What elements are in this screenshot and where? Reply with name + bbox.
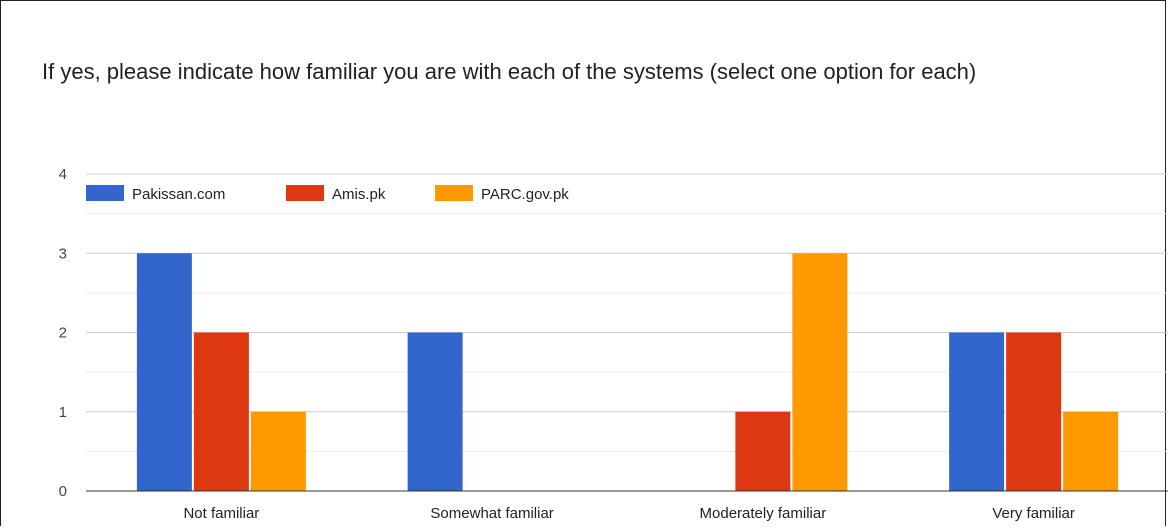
bar: [407, 332, 463, 491]
bar: [136, 253, 192, 491]
x-axis-categories: Not familiar Somewhat familiar Moderately …: [183, 505, 1074, 522]
bar: [250, 411, 306, 491]
y-axis-ticks: 0 1 2 3 4: [59, 166, 67, 500]
legend-swatch: [86, 185, 124, 201]
bars: [136, 253, 1119, 491]
bar: [193, 332, 249, 491]
legend-label: Pakissan.com: [132, 186, 225, 203]
legend-label: Amis.pk: [332, 186, 386, 203]
legend: Pakissan.com Amis.pk PARC.gov.pk: [86, 185, 569, 203]
bar: [1006, 332, 1062, 491]
legend-item: Pakissan.com: [86, 185, 225, 203]
y-tick-label: 3: [59, 245, 67, 262]
y-tick-label: 0: [59, 483, 67, 500]
legend-item: Amis.pk: [286, 185, 386, 203]
legend-swatch: [435, 185, 473, 201]
bar: [792, 253, 848, 491]
y-tick-label: 4: [59, 166, 67, 183]
legend-item: PARC.gov.pk: [435, 185, 569, 203]
bar: [1063, 411, 1119, 491]
bar: [735, 411, 791, 491]
legend-label: PARC.gov.pk: [481, 186, 569, 203]
x-category-label: Very familiar: [992, 505, 1075, 522]
chart-title: If yes, please indicate how familiar you…: [42, 59, 976, 84]
y-tick-label: 1: [59, 404, 67, 421]
y-tick-label: 2: [59, 325, 67, 342]
legend-swatch: [286, 185, 324, 201]
x-category-label: Somewhat familiar: [430, 505, 553, 522]
x-category-label: Moderately familiar: [700, 505, 827, 522]
bar: [949, 332, 1005, 491]
x-category-label: Not familiar: [183, 505, 259, 522]
